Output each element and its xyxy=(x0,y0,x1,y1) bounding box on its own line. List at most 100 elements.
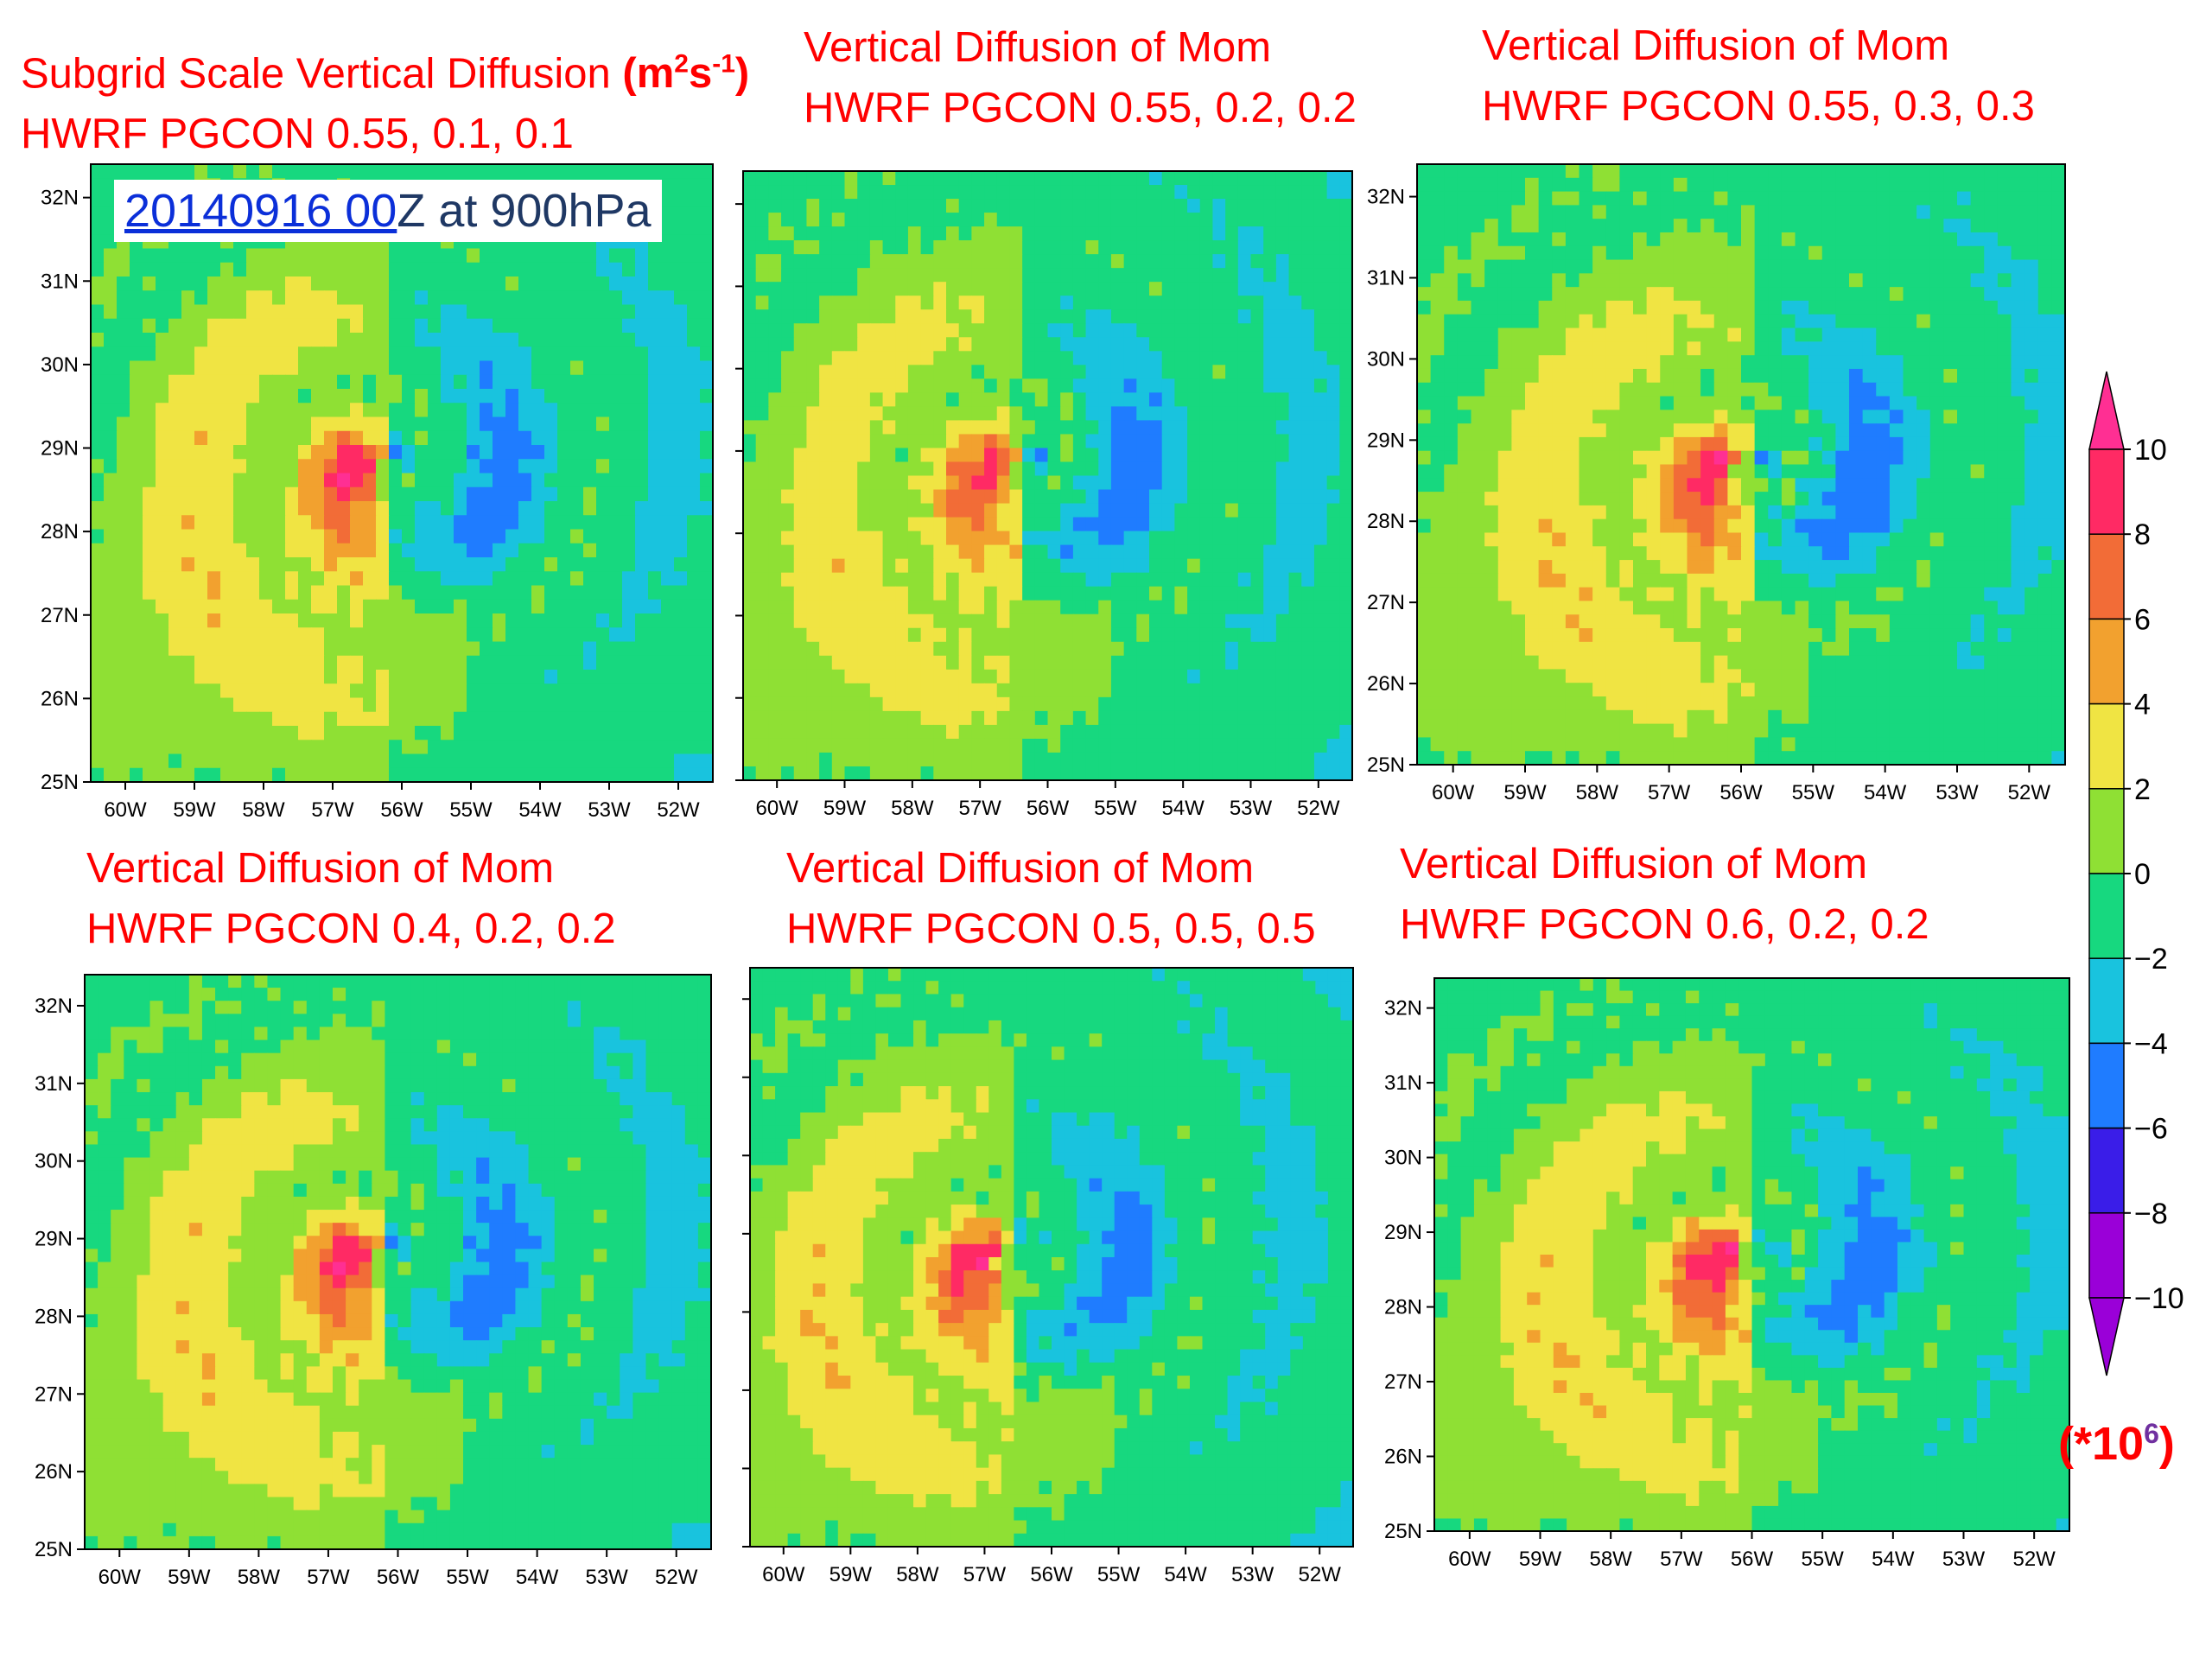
heatmap-cell xyxy=(272,711,286,727)
heatmap-cell xyxy=(844,199,858,213)
heatmap-cell xyxy=(480,613,493,628)
heatmap-cell xyxy=(946,351,960,365)
heatmap-cell xyxy=(324,543,338,558)
heatmap-cell xyxy=(1098,710,1112,726)
heatmap-cell xyxy=(635,543,649,558)
heatmap-cell xyxy=(493,459,506,474)
heatmap-cell xyxy=(2051,245,2066,261)
heatmap-cell xyxy=(402,333,416,347)
heatmap-cell xyxy=(259,529,273,544)
heatmap-cell xyxy=(2011,245,2025,261)
heatmap-cell xyxy=(1301,323,1315,338)
heatmap-cell xyxy=(480,276,493,291)
heatmap-cell xyxy=(674,655,688,671)
heatmap-cell xyxy=(311,374,325,390)
heatmap-cell xyxy=(1835,219,1850,233)
heatmap-cell xyxy=(946,683,960,698)
heatmap-cell xyxy=(1085,213,1099,227)
heatmap-cell xyxy=(1060,268,1074,283)
heatmap-cell xyxy=(415,430,429,446)
heatmap-cell xyxy=(531,767,545,783)
heatmap-cell xyxy=(806,309,820,324)
heatmap-cell xyxy=(1110,558,1125,574)
heatmap-cell xyxy=(743,448,757,463)
heatmap-cell xyxy=(1136,461,1150,477)
heatmap-cell xyxy=(1098,600,1112,615)
heatmap-cell xyxy=(781,489,795,505)
heatmap-cell xyxy=(337,571,351,587)
heatmap-cell xyxy=(743,392,757,407)
heatmap-cell xyxy=(1592,300,1607,315)
heatmap-cell xyxy=(259,655,273,671)
heatmap-cell xyxy=(298,599,312,614)
heatmap-cell xyxy=(781,240,795,255)
heatmap-cell xyxy=(1326,268,1340,283)
heatmap-cell xyxy=(946,503,960,518)
heatmap-cell xyxy=(1417,245,1432,261)
heatmap-cell xyxy=(544,318,558,334)
heatmap-cell xyxy=(1301,738,1315,753)
heatmap-cell xyxy=(467,599,480,614)
heatmap-cell xyxy=(946,406,960,422)
heatmap-cell xyxy=(596,711,610,727)
heatmap-cell xyxy=(1085,655,1099,671)
heatmap-cell xyxy=(1237,365,1252,379)
heatmap-cell xyxy=(1754,341,1769,356)
heatmap-cell xyxy=(1660,273,1675,288)
heatmap-cell xyxy=(635,445,649,460)
heatmap-cell xyxy=(493,360,506,376)
heatmap-cell xyxy=(1098,613,1112,629)
heatmap-cell xyxy=(1022,351,1036,365)
heatmap-cell xyxy=(1889,287,1904,302)
heatmap-cell xyxy=(1754,314,1769,329)
heatmap-cell xyxy=(1592,219,1607,233)
heatmap-cell xyxy=(1187,503,1201,518)
heatmap-cell xyxy=(518,515,532,531)
heatmap-cell xyxy=(1060,738,1074,753)
heatmap-cell xyxy=(1174,572,1188,588)
heatmap-cell xyxy=(454,403,467,418)
heatmap-cell xyxy=(661,389,675,404)
heatmap-cell xyxy=(1795,259,1809,274)
heatmap-cell xyxy=(996,489,1011,505)
heatmap-cell xyxy=(1250,240,1264,255)
heatmap-cell xyxy=(402,670,416,684)
heatmap-cell xyxy=(156,290,169,306)
heatmap-cell xyxy=(557,304,571,320)
heatmap-cell xyxy=(793,696,808,712)
heatmap-cell xyxy=(285,445,299,460)
heatmap-cell xyxy=(557,529,571,544)
heatmap-cell xyxy=(376,641,390,657)
heatmap-cell xyxy=(156,641,169,657)
heatmap-cell xyxy=(168,529,182,544)
heatmap-cell xyxy=(1795,300,1809,315)
heatmap-cell xyxy=(1237,517,1252,532)
heatmap-cell xyxy=(1187,572,1201,588)
heatmap-cell xyxy=(1123,710,1137,726)
heatmap-cell xyxy=(1275,268,1290,283)
heatmap-cell xyxy=(1984,300,1999,315)
heatmap-cell xyxy=(428,627,442,643)
heatmap-cell xyxy=(402,697,416,713)
heatmap-cell xyxy=(389,374,403,390)
heatmap-cell xyxy=(1034,309,1049,324)
heatmap-cell xyxy=(1579,314,1593,329)
heatmap-cell xyxy=(130,416,143,432)
heatmap-cell xyxy=(831,600,846,615)
heatmap-cell xyxy=(933,240,947,255)
heatmap-cell xyxy=(441,346,454,362)
heatmap-cell xyxy=(480,346,493,362)
heatmap-cell xyxy=(907,185,922,200)
heatmap-cell xyxy=(1022,378,1036,393)
heatmap-cell xyxy=(622,529,636,544)
heatmap-cell xyxy=(831,503,846,518)
heatmap-cell xyxy=(480,711,493,727)
heatmap-cell xyxy=(755,503,769,518)
heatmap-cell xyxy=(1862,287,1877,302)
heatmap-cell xyxy=(831,185,846,200)
heatmap-cell xyxy=(1301,586,1315,601)
heatmap-cell xyxy=(674,416,688,432)
heatmap-cell xyxy=(505,641,519,657)
heatmap-cell xyxy=(687,403,701,418)
heatmap-cell xyxy=(324,501,338,516)
